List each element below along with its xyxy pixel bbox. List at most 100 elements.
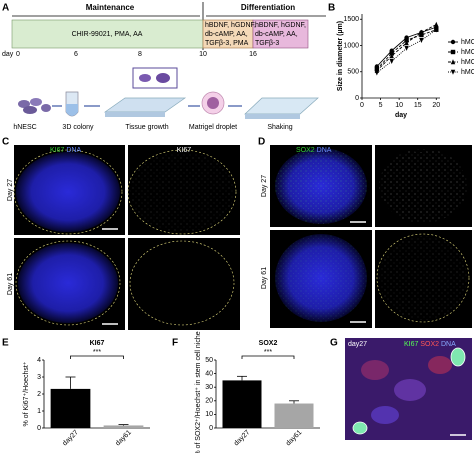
y-tick-label: 4: [37, 357, 41, 364]
y-axis-label: % of SOX2⁺/Hoechst⁺ in stem cell niche: [195, 331, 202, 453]
stain: DNA: [441, 341, 456, 348]
day-label: day: [2, 51, 14, 58]
y-tick-label: 3: [37, 374, 41, 381]
significance: ***: [264, 349, 272, 356]
row-label: Day 27: [261, 175, 268, 197]
plate: [103, 97, 187, 113]
tissue: [16, 152, 120, 232]
y-tick-label: 1000: [343, 42, 359, 49]
y-tick-label: 10: [205, 411, 213, 418]
chart-title: KI67: [90, 340, 105, 347]
micrograph: [128, 238, 240, 330]
tissue: [379, 149, 467, 223]
tissue: [18, 243, 118, 323]
day-tick: 6: [74, 51, 78, 58]
stain: KI67: [404, 341, 419, 348]
y-tick-label: 2: [37, 391, 41, 398]
media-box: [202, 19, 254, 49]
significance-bracket: [70, 355, 124, 359]
outline: [15, 240, 121, 326]
y-axis-label: Size in diameter (µm): [337, 21, 344, 91]
marker: [450, 59, 456, 65]
panel-g: day27 KI67 SOX2 DNA: [345, 338, 472, 440]
x-tick-label: 5: [379, 102, 383, 109]
illustration: [18, 67, 319, 119]
step-label: hNESC: [13, 124, 36, 131]
plate: [244, 97, 319, 115]
stain-label: SOX2: [414, 147, 433, 154]
day-tick: 16: [249, 51, 257, 58]
cell: [371, 406, 399, 424]
panel-label: D: [258, 137, 265, 148]
y-tick-label: 0: [209, 425, 213, 432]
colony: [139, 74, 151, 82]
marker: [434, 21, 439, 27]
x-axis-label: day: [395, 112, 407, 119]
stain: DNA: [66, 147, 81, 154]
outline: [376, 233, 470, 323]
x-tick-label: day27: [62, 429, 81, 448]
marker: [419, 29, 424, 35]
step-label: Matrigel droplet: [189, 124, 237, 131]
cell: [361, 360, 389, 380]
panel-label: C: [2, 137, 9, 148]
sample-label: day27: [348, 341, 367, 348]
significance: ***: [93, 349, 101, 356]
bar: [103, 425, 144, 428]
bar: [274, 403, 314, 428]
x-tick-label: day61: [285, 429, 304, 448]
panel-label: E: [2, 338, 9, 349]
cell: [428, 356, 452, 374]
day-tick: 0: [16, 51, 20, 58]
phase-label: Maintenance: [86, 3, 135, 12]
row-label: Day 61: [7, 273, 14, 295]
bar: [222, 380, 262, 428]
y-tick-label: 1500: [343, 16, 359, 23]
outline: [13, 149, 123, 235]
x-tick-label: day61: [115, 429, 134, 448]
stain: KI67: [50, 147, 65, 154]
timeline: Maintenance Differentiation CHIR-99021, …: [2, 2, 326, 131]
y-tick-label: 1: [37, 408, 41, 415]
significance-bracket: [241, 355, 295, 359]
cell: [23, 106, 37, 114]
colony: [156, 73, 170, 83]
x-tick-label: 15: [414, 102, 422, 109]
marker: [450, 49, 456, 55]
media-text: TGFβ-3, PMA: [205, 40, 249, 47]
stain: SOX2: [420, 341, 439, 348]
x-tick-label: 10: [395, 102, 403, 109]
stain-label: SOX2 DNA: [296, 147, 332, 154]
marker: [374, 70, 380, 76]
chart-title: SOX2: [259, 340, 278, 347]
marker: [389, 59, 394, 64]
marker: [419, 38, 424, 43]
row-label: Day 61: [261, 267, 268, 289]
marker: [450, 69, 456, 75]
stain-label: KI67: [177, 147, 192, 154]
y-axis-label: % of Ki67⁺/Hoechst⁺: [23, 361, 30, 426]
cell: [30, 98, 42, 106]
y-tick-label: 0: [37, 425, 41, 432]
organoid: [207, 97, 219, 109]
day-tick: 10: [199, 51, 207, 58]
legend-label: hMO4: [461, 69, 474, 76]
outline: [129, 240, 235, 326]
panel-label: A: [2, 3, 9, 14]
media-text: hBDNF, hGDNF,: [255, 22, 306, 29]
tissue: [379, 236, 467, 320]
marker: [434, 27, 439, 33]
panel-d: SOX2 DNA SOX2 Day 27 Day 61: [261, 145, 472, 328]
bar: [50, 388, 91, 428]
cell: [394, 379, 426, 401]
marker: [450, 39, 456, 45]
phase-label: Differentiation: [241, 3, 295, 12]
step-label: Shaking: [267, 124, 292, 131]
stain-label: KI67 DNA: [50, 147, 81, 154]
y-tick-label: 40: [205, 370, 213, 377]
stain: SOX2: [296, 147, 315, 154]
row-label: Day 27: [7, 179, 14, 201]
outline: [127, 149, 237, 235]
